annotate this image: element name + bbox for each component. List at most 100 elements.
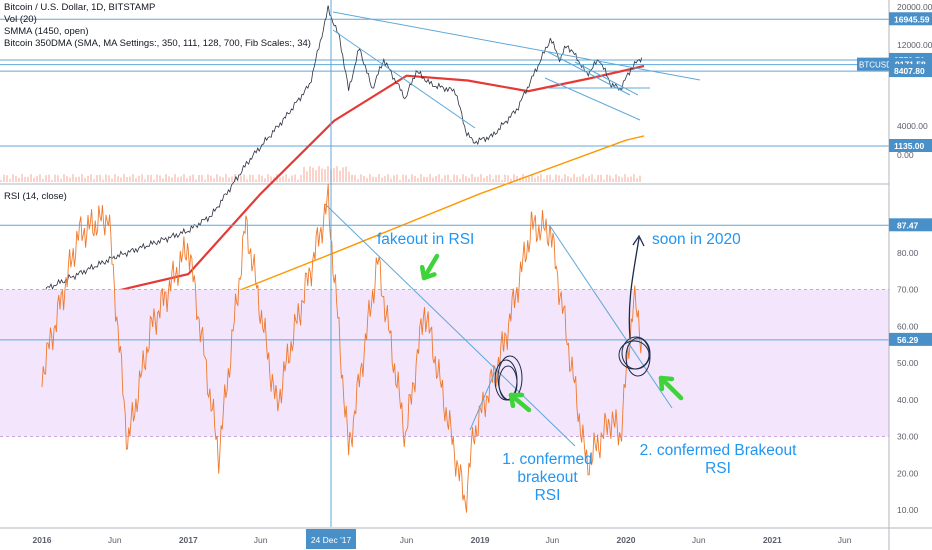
volume-bar xyxy=(33,177,35,182)
price-tick-4: 0.00 xyxy=(897,150,914,160)
volume-bar xyxy=(36,175,38,182)
rsi-tick-4: 50.00 xyxy=(897,358,919,368)
volume-bar xyxy=(375,177,377,182)
volume-bar xyxy=(456,175,458,182)
price-axis[interactable]: 20000.0012000.004000.000.0016945.599772.… xyxy=(857,0,932,550)
price-badge-label-4: 1135.00 xyxy=(894,141,925,151)
volume-bar xyxy=(546,175,548,182)
volume-bar xyxy=(606,174,608,182)
volume-bar xyxy=(534,177,536,182)
volume-bar xyxy=(303,166,305,182)
price-badge-3 xyxy=(889,64,932,78)
volume-bar xyxy=(228,177,230,182)
time-axis[interactable]: 2016 Jun 2017 Jun 24 Dec '17 Jun 2019 Jun 2020 Ju… xyxy=(0,527,932,549)
volume-bar xyxy=(165,174,167,182)
volume-bar xyxy=(267,174,269,182)
volume-bar xyxy=(549,174,551,182)
volume-bar xyxy=(195,179,197,182)
rsi-tick-3: 60.00 xyxy=(897,321,919,331)
price-trendline-2 xyxy=(547,51,631,96)
price-badge-label-3: 8407.80 xyxy=(894,66,925,76)
volume-bar xyxy=(447,174,449,182)
volume-bar xyxy=(264,178,266,182)
volume-bar xyxy=(99,174,101,182)
volume-bar xyxy=(213,178,215,182)
annotation-soon: soon in 2020 xyxy=(652,231,741,248)
volume-bar xyxy=(390,178,392,182)
time-tick-8: 2020 xyxy=(617,535,636,545)
volume-bar xyxy=(210,175,212,182)
green-arrow-brakeout2-icon-head xyxy=(658,375,675,392)
volume-bar xyxy=(315,170,317,182)
green-arrow-brakeout1-icon-head xyxy=(508,392,525,409)
green-arrow-brakeout2-icon-shaft xyxy=(658,375,684,401)
series-btcusd xyxy=(41,5,642,294)
volume-bar xyxy=(144,179,146,182)
volume-bar xyxy=(465,175,467,182)
volume-bar xyxy=(153,179,155,182)
rsi-axis[interactable]: 80.00 70.00 60.00 50.00 40.00 30.00 20.00 10.00… xyxy=(889,218,932,515)
volume-bar xyxy=(54,174,56,182)
legend-volume[interactable]: Vol (20) xyxy=(4,14,37,25)
volume-bar xyxy=(312,167,314,182)
legend-symbol[interactable]: Bitcoin / U.S. Dollar, 1D, BITSTAMP xyxy=(4,2,156,13)
volume-bar xyxy=(3,174,5,182)
volume-bar xyxy=(564,174,566,182)
time-tick-11: Jun xyxy=(838,535,852,545)
green-arrow-fakeout-icon-shaft xyxy=(421,253,440,281)
volume-bar xyxy=(405,175,407,182)
volume-bar xyxy=(492,178,494,182)
volume-bar xyxy=(171,177,173,182)
volume-bar xyxy=(126,177,128,182)
volume-bar xyxy=(618,176,620,182)
volume-bar xyxy=(159,175,161,182)
volume-bar xyxy=(261,175,263,182)
volume-bar xyxy=(258,174,260,182)
volume-bar xyxy=(102,179,104,182)
volume-bar xyxy=(201,174,203,182)
time-tick-5: Jun xyxy=(400,535,414,545)
legend-350dma[interactable]: Bitcoin 350DMA (SMA, MA Settings:, 350, … xyxy=(4,38,311,49)
volume-bar xyxy=(507,175,509,182)
volume-bar xyxy=(525,176,527,182)
volume-bar xyxy=(15,175,17,182)
volume-bar xyxy=(129,176,131,182)
volume-bar xyxy=(540,174,542,182)
volume-bar xyxy=(243,174,245,182)
volume-bar xyxy=(474,176,476,182)
rsi-circle-2-2 xyxy=(618,340,650,370)
rsi-legend[interactable]: RSI (14, close) xyxy=(4,191,67,202)
price-trendline-5 xyxy=(574,61,639,96)
annotation-brakeout-2-line2: RSI xyxy=(705,460,731,477)
volume-bar xyxy=(531,174,533,182)
volume-bar xyxy=(537,175,539,182)
volume-bar xyxy=(570,177,572,182)
volume-bar xyxy=(504,174,506,182)
volume-bar xyxy=(489,174,491,182)
volume-bar xyxy=(96,175,98,182)
symbol-badge xyxy=(857,57,889,71)
volume-bar xyxy=(78,176,80,182)
annotation-brakeout-2: 2. confermed Brakeout RSI xyxy=(638,442,798,478)
volume-bar xyxy=(21,174,23,182)
volume-bar xyxy=(411,174,413,182)
volume-bar xyxy=(219,176,221,182)
volume-bar xyxy=(495,175,497,182)
volume-bar xyxy=(567,176,569,182)
volume-bar xyxy=(39,174,41,182)
volume-bar xyxy=(327,166,329,182)
volume-bar xyxy=(630,176,632,182)
price-trendline-3 xyxy=(544,77,641,121)
volume-bar xyxy=(63,174,65,182)
time-tick-3: Jun xyxy=(254,535,268,545)
volume-bar xyxy=(69,177,71,182)
volume-bar xyxy=(576,177,578,182)
volume-bar xyxy=(186,178,188,182)
volume-bar xyxy=(408,179,410,182)
volume-bar xyxy=(177,177,179,182)
legend-smma[interactable]: SMMA (1450, open) xyxy=(4,26,89,37)
volume-bar xyxy=(543,179,545,182)
volume-bar xyxy=(318,166,320,182)
volume-bar xyxy=(57,175,59,182)
